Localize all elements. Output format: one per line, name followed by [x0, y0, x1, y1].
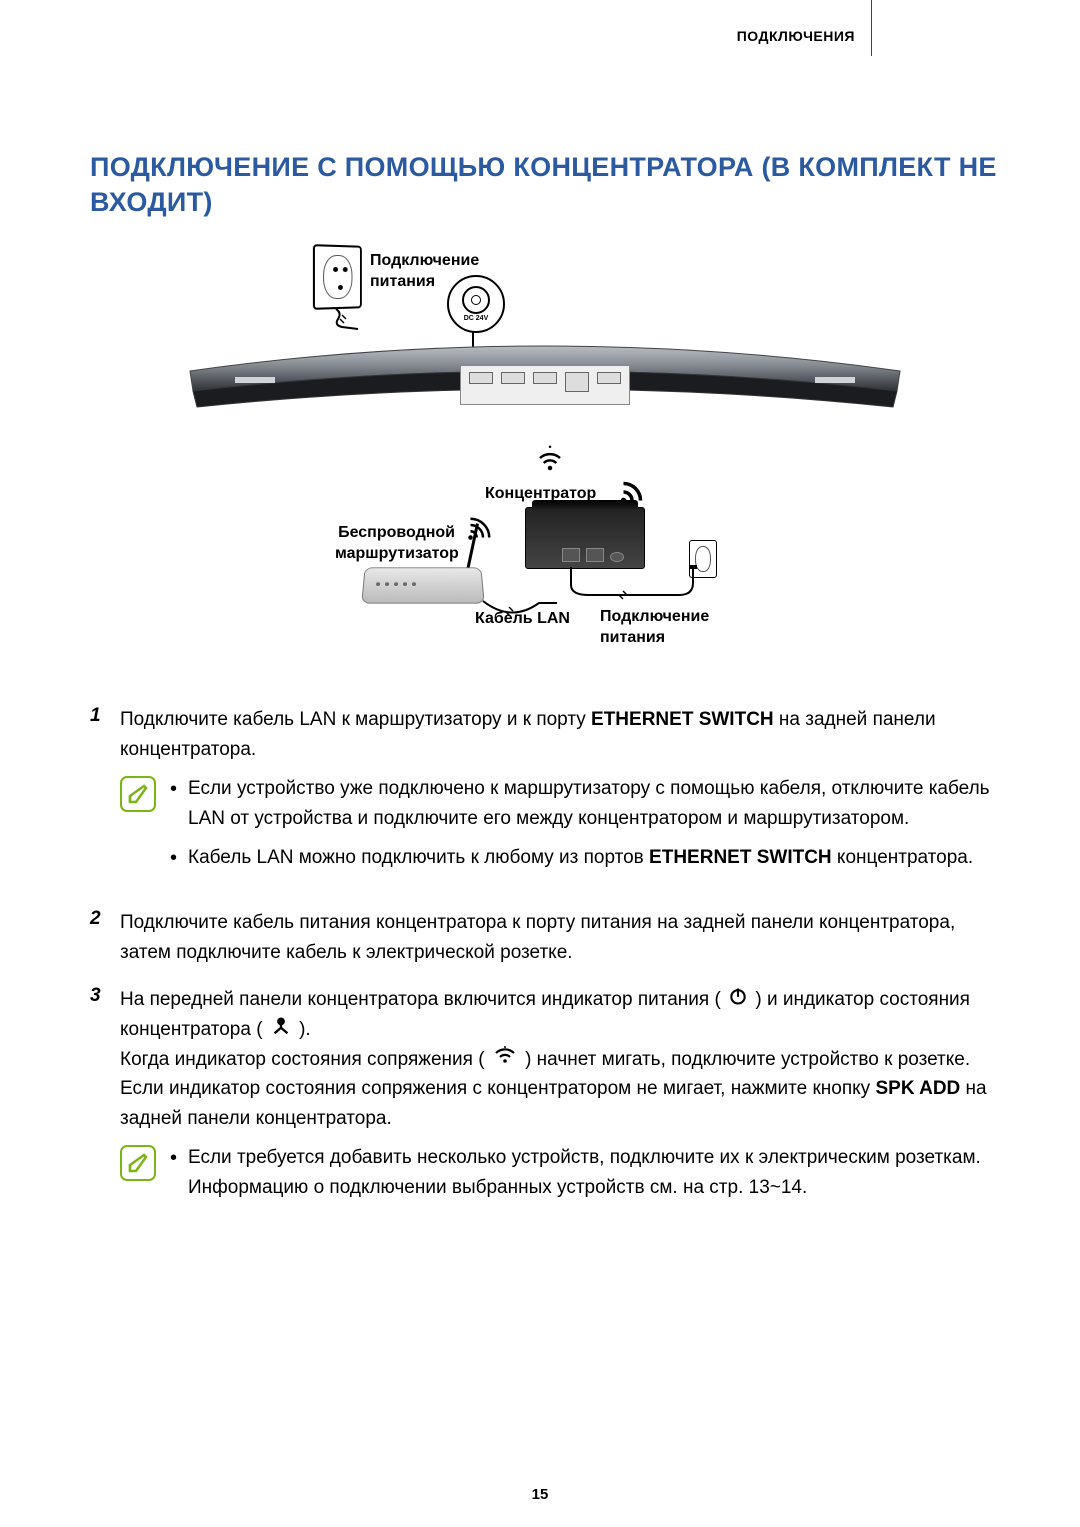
pairing-status-icon [492, 1045, 518, 1074]
power-indicator-icon [728, 986, 748, 1015]
step-number: 1 [90, 705, 120, 890]
hub-power-label: Подключениепитания [600, 607, 709, 649]
hub-device-icon [525, 507, 645, 569]
step-text: ) начнет мигать, подключите устройство к… [520, 1049, 970, 1070]
step-bold: SPK ADD [875, 1078, 960, 1099]
note-icon [120, 776, 156, 812]
header-section-label: ПОДКЛЮЧЕНИЯ [737, 28, 855, 44]
note-block: Если требуется добавить несколько устрой… [120, 1143, 1000, 1212]
note-item: Если требуется добавить несколько устрой… [170, 1143, 1000, 1202]
page-title: ПОДКЛЮЧЕНИЕ С ПОМОЩЬЮ КОНЦЕНТРАТОРА (В К… [90, 150, 1000, 220]
hub-status-icon [270, 1015, 292, 1044]
power-outlet-icon [313, 244, 362, 310]
wifi-signal-icon [535, 443, 565, 473]
soundbar-ports-icon [460, 365, 630, 405]
step-text: Подключите кабель LAN к маршрутизатору и… [120, 709, 591, 730]
note-item: Если устройство уже подключено к маршрут… [170, 774, 1000, 833]
step-text: Если индикатор состояния сопряжения с ко… [120, 1078, 875, 1099]
note-text: Если устройство уже подключено к маршрут… [188, 778, 990, 828]
step-bold: ETHERNET SWITCH [591, 709, 774, 730]
router-label: Беспроводноймаршрутизатор [335, 523, 455, 565]
step-text: Когда индикатор состояния сопряжения ( [120, 1049, 490, 1070]
header-divider [871, 0, 872, 56]
note-text: Если требуется добавить несколько устрой… [188, 1147, 981, 1197]
dc-jack-icon: DC 24V [447, 275, 505, 333]
router-device-icon [361, 568, 484, 604]
step-item: 3 На передней панели концентратора включ… [90, 985, 1000, 1220]
step-item: 1 Подключите кабель LAN к маршрутизатору… [90, 705, 1000, 890]
page-number: 15 [0, 1486, 1080, 1503]
step-body: На передней панели концентратора включит… [120, 985, 1000, 1220]
lan-cable-label: Кабель LAN [475, 610, 570, 628]
dc-label: DC 24V [464, 315, 489, 322]
step-text: ). [294, 1019, 311, 1040]
steps-list: 1 Подключите кабель LAN к маршрутизатору… [90, 705, 1000, 1220]
connection-diagram: Подключениепитания /* will be split belo… [185, 245, 905, 675]
step-number: 3 [90, 985, 120, 1220]
step-body: Подключите кабель питания концентратора … [120, 908, 1000, 967]
note-item: Кабель LAN можно подключить к любому из … [170, 843, 1000, 872]
hub-power-cable-icon [569, 565, 699, 601]
note-icon [120, 1145, 156, 1181]
step-body: Подключите кабель LAN к маршрутизатору и… [120, 705, 1000, 890]
step-item: 2 Подключите кабель питания концентратор… [90, 908, 1000, 967]
step-text: На передней панели концентратора включит… [120, 989, 726, 1010]
wifi-router-icon [463, 515, 493, 545]
step-number: 2 [90, 908, 120, 967]
power-cable-icon [332, 307, 362, 335]
note-block: Если устройство уже подключено к маршрут… [120, 774, 1000, 882]
